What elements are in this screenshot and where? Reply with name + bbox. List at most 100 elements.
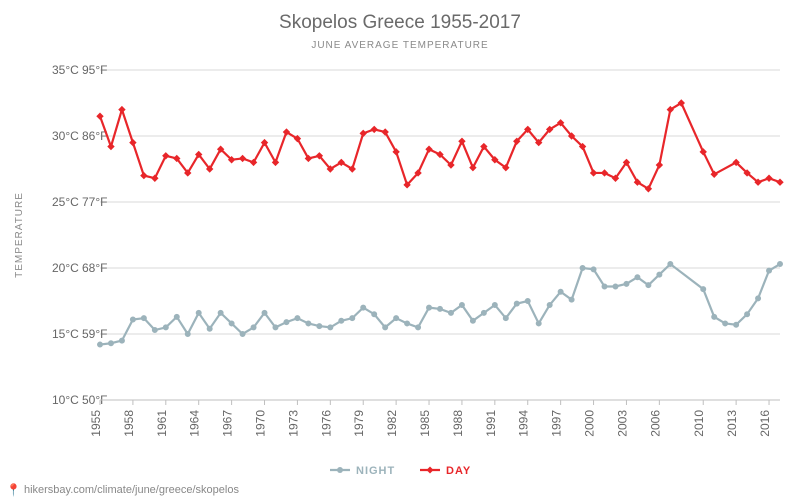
night-marker — [481, 310, 486, 315]
x-tick-label: 1967 — [221, 410, 235, 437]
night-marker — [262, 310, 267, 315]
y-tick-c: 30°C — [52, 129, 79, 143]
night-marker — [240, 332, 245, 337]
y-tick-f: 68°F — [82, 261, 107, 275]
night-marker — [306, 321, 311, 326]
night-marker — [438, 306, 443, 311]
x-tick-label: 2003 — [615, 410, 629, 437]
day-marker — [130, 140, 136, 146]
night-marker — [174, 314, 179, 319]
day-marker — [777, 179, 783, 185]
night-marker — [218, 310, 223, 315]
y-tick-c: 35°C — [52, 63, 79, 77]
night-marker — [734, 322, 739, 327]
x-tick-label: 1961 — [155, 410, 169, 437]
night-marker — [547, 302, 552, 307]
night-marker — [569, 297, 574, 302]
night-marker — [448, 310, 453, 315]
night-marker — [427, 305, 432, 310]
night-marker — [536, 321, 541, 326]
night-marker — [284, 320, 289, 325]
night-marker — [558, 289, 563, 294]
day-marker — [97, 113, 103, 119]
night-marker — [328, 325, 333, 330]
night-marker — [383, 325, 388, 330]
y-tick-c: 15°C — [52, 327, 79, 341]
y-tick-f: 59°F — [82, 327, 107, 341]
x-tick-label: 1997 — [550, 410, 564, 437]
night-marker — [361, 305, 366, 310]
night-marker — [119, 338, 124, 343]
day-marker — [360, 130, 366, 136]
x-tick-label: 1973 — [286, 410, 300, 437]
night-marker — [251, 325, 256, 330]
y-tick-f: 77°F — [82, 195, 107, 209]
night-marker — [152, 328, 157, 333]
night-marker — [580, 266, 585, 271]
night-marker — [701, 287, 706, 292]
legend-label: NIGHT — [356, 465, 395, 477]
night-marker — [723, 321, 728, 326]
x-tick-label: 1988 — [451, 410, 465, 437]
x-tick-label: 1958 — [122, 410, 136, 437]
night-marker — [295, 316, 300, 321]
x-tick-label: 2016 — [758, 410, 772, 437]
legend-marker-icon — [427, 467, 434, 474]
night-marker — [591, 267, 596, 272]
day-marker — [591, 170, 597, 176]
y-tick-c: 10°C — [52, 393, 79, 407]
night-marker — [163, 325, 168, 330]
chart-subtitle: JUNE AVERAGE TEMPERATURE — [311, 40, 488, 51]
night-marker — [514, 301, 519, 306]
night-marker — [196, 310, 201, 315]
x-tick-label: 1985 — [418, 410, 432, 437]
day-marker — [108, 144, 114, 150]
x-tick-label: 2010 — [692, 410, 706, 437]
x-tick-label: 1970 — [254, 410, 268, 437]
night-marker — [624, 281, 629, 286]
night-marker — [756, 296, 761, 301]
night-marker — [745, 312, 750, 317]
night-line — [100, 264, 780, 345]
map-pin-icon: 📍 — [6, 483, 21, 497]
night-marker — [646, 283, 651, 288]
day-marker — [240, 155, 246, 161]
x-tick-label: 1982 — [385, 410, 399, 437]
night-marker — [394, 316, 399, 321]
chart-title: Skopelos Greece 1955-2017 — [279, 12, 521, 33]
x-tick-label: 1991 — [484, 410, 498, 437]
chart-svg: Skopelos Greece 1955-2017 JUNE AVERAGE TE… — [0, 0, 800, 500]
night-marker — [657, 272, 662, 277]
night-marker — [767, 268, 772, 273]
x-tick-label: 2013 — [725, 410, 739, 437]
night-marker — [98, 342, 103, 347]
night-marker — [712, 314, 717, 319]
legend-marker-icon — [337, 467, 343, 473]
x-tick-label: 2000 — [583, 410, 597, 437]
day-marker — [766, 175, 772, 181]
day-line — [100, 103, 780, 189]
night-marker — [339, 318, 344, 323]
night-marker — [635, 275, 640, 280]
day-marker — [119, 107, 125, 113]
night-marker — [602, 284, 607, 289]
y-tick-f: 95°F — [82, 63, 107, 77]
y-tick-c: 20°C — [52, 261, 79, 275]
footer: 📍 hikersbay.com/climate/june/greece/skop… — [6, 483, 239, 497]
x-tick-label: 2006 — [648, 410, 662, 437]
footer-url: hikersbay.com/climate/june/greece/skopel… — [24, 484, 239, 496]
legend-label: DAY — [446, 465, 471, 477]
y-tick-c: 25°C — [52, 195, 79, 209]
y-tick-f: 86°F — [82, 129, 107, 143]
night-marker — [492, 302, 497, 307]
chart-container: Skopelos Greece 1955-2017 JUNE AVERAGE TE… — [0, 0, 800, 500]
day-marker — [371, 126, 377, 132]
x-tick-label: 1955 — [89, 410, 103, 437]
night-marker — [141, 316, 146, 321]
x-tick-label: 1976 — [319, 410, 333, 437]
night-marker — [317, 324, 322, 329]
night-marker — [525, 299, 530, 304]
night-marker — [185, 332, 190, 337]
night-marker — [416, 325, 421, 330]
legend: NIGHT DAY — [330, 465, 471, 477]
